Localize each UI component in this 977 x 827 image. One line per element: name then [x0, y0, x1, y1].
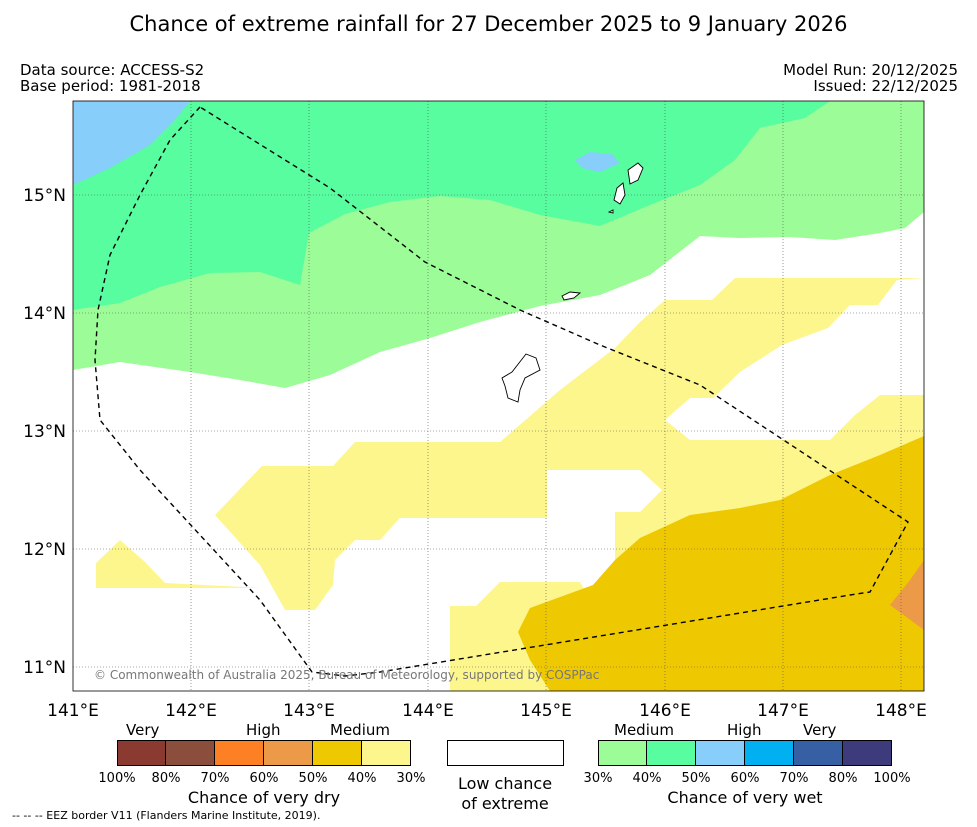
model-run: Model Run: 20/12/2025 [783, 61, 958, 79]
legend-dry-swatch [264, 740, 313, 766]
legend-low-caption: Low chance of extreme [420, 774, 590, 814]
legend-dry-level-high: High [246, 721, 281, 739]
lat-tick-11: 11°N [23, 658, 66, 678]
legend-dry-caption: Chance of very dry [187, 788, 341, 807]
region-wet-blue [73, 101, 190, 185]
region-dry-medium-west [96, 540, 262, 588]
map-gridlines [73, 101, 924, 691]
legend-dry-pct: 50% [298, 771, 328, 786]
meta-right: Model Run: 20/12/2025 Issued: 22/12/2025 [783, 62, 958, 94]
legend-dry-pct: 70% [200, 771, 230, 786]
map-plot-area [73, 101, 924, 691]
island-rota [561, 291, 582, 301]
legend-wet-swatch [696, 740, 745, 766]
legend-wet-swatches [598, 740, 892, 766]
legend-dry-pct: 40% [347, 771, 377, 786]
region-wet-green [73, 101, 830, 310]
legend-wet-pct: 70% [779, 771, 809, 786]
legend-dry-swatches [117, 740, 411, 766]
legend-wet-swatch [647, 740, 696, 766]
islands [501, 162, 644, 403]
legend-wet-caption: Chance of very wet [667, 788, 823, 807]
eez-border [94, 106, 909, 677]
legend-low-swatch [447, 740, 564, 766]
legend-wet-percentages: 30% 40% 50% 60% 70% 80% 100% [584, 771, 911, 787]
lat-tick-14: 14°N [23, 304, 66, 324]
legend-dry-pct: 100% [98, 771, 136, 786]
legend-dry-swatch [313, 740, 362, 766]
legend-wet-swatch [598, 740, 647, 766]
legend-wet-swatch [745, 740, 794, 766]
map-copyright: © Commonwealth of Australia 2025, Bureau… [94, 668, 599, 682]
legend-low-line1: Low chance [457, 774, 553, 793]
legend-dry-level-medium: Medium [330, 721, 390, 739]
base-period: Base period: 1981-2018 [20, 77, 201, 95]
lon-tick-142: 142°E [165, 701, 217, 721]
legend-dry-swatch [215, 740, 264, 766]
legend-low-line2: of extreme [461, 794, 549, 813]
region-dry [518, 436, 924, 691]
legend-dry-percentages: 100% 80% 70% 60% 50% 40% 30% [98, 771, 425, 787]
lon-tick-144: 144°E [402, 701, 454, 721]
island-tinian [613, 182, 626, 205]
lon-tick-147: 147°E [757, 701, 809, 721]
legend-wet-pct: 50% [681, 771, 711, 786]
region-dry-high [890, 560, 924, 630]
legend-dry-pct: 60% [249, 771, 279, 786]
legend-dry-swatch [117, 740, 166, 766]
legend-wet-pct: 30% [583, 771, 613, 786]
legend-wet-pct: 80% [828, 771, 858, 786]
legend-wet-pct: 60% [730, 771, 760, 786]
lon-tick-148: 148°E [875, 701, 927, 721]
issued-date: Issued: 22/12/2025 [813, 77, 958, 95]
lon-tick-143: 143°E [283, 701, 335, 721]
page-title: Chance of extreme rainfall for 27 Decemb… [129, 12, 848, 36]
legend-low-chance [447, 740, 564, 766]
legend-dry-pct: 30% [396, 771, 426, 786]
lon-tick-145: 145°E [520, 701, 572, 721]
legend-wet-swatch [843, 740, 892, 766]
legend-wet-level-high: High [727, 721, 762, 739]
legend-dry-pct: 80% [151, 771, 181, 786]
map-frame [72, 100, 925, 692]
legend-wet-swatch [794, 740, 843, 766]
lon-tick-146: 146°E [639, 701, 691, 721]
footer-note: -- -- -- EEZ border V11 (Flanders Marine… [12, 809, 321, 822]
lat-tick-15: 15°N [23, 186, 66, 206]
region-wet-blue-patch [575, 152, 620, 172]
legend-wet-pct: 100% [873, 771, 911, 786]
meta-left: Data source: ACCESS-S2 Base period: 1981… [20, 62, 204, 94]
legend-wet-level-medium: Medium [614, 721, 674, 739]
data-source: Data source: ACCESS-S2 [20, 61, 205, 79]
legend-wet-pct: 40% [632, 771, 662, 786]
legend-dry-swatch [166, 740, 215, 766]
island-aguijan [607, 209, 614, 214]
lon-tick-141: 141°E [47, 701, 99, 721]
legend-dry-swatch [362, 740, 411, 766]
region-low-hole-1 [665, 278, 924, 440]
island-guam [501, 353, 541, 403]
lat-tick-12: 12°N [23, 540, 66, 560]
lat-tick-13: 13°N [23, 422, 66, 442]
island-saipan [627, 162, 644, 185]
